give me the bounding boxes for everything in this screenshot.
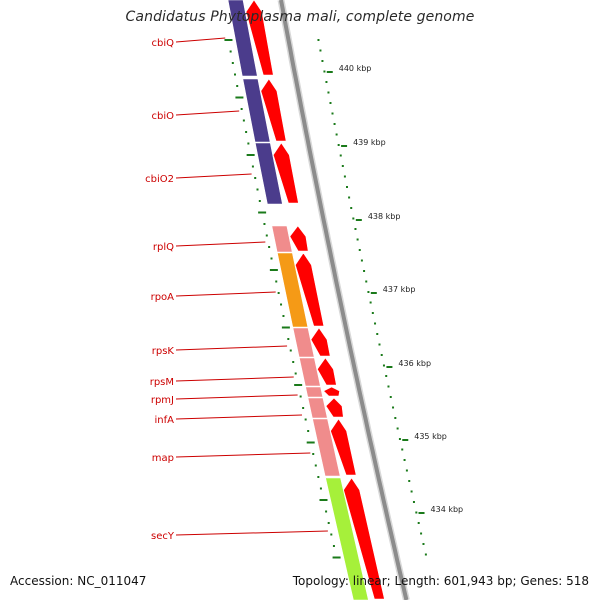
kbp-label: 434 kbp <box>431 505 464 514</box>
gene-leader-line <box>175 394 298 400</box>
kbp-label: 436 kbp <box>398 359 431 368</box>
gene-block-rpsM <box>298 357 321 387</box>
gene-block-rpmJ <box>305 386 324 398</box>
gene-labels: cbiQ cbiO cbiO2 rplQ rpoA rpsK rpsM rpmJ infA map… <box>145 37 328 542</box>
kbp-label: 437 kbp <box>383 285 416 294</box>
gene-arrow-rpsK <box>310 327 331 357</box>
gene-block-cbiQ <box>227 0 258 77</box>
gene-block-rpoA <box>276 252 309 328</box>
gene-leader-line <box>175 376 294 382</box>
gene-block-secY <box>325 477 369 600</box>
kbp-label: 440 kbp <box>339 64 372 73</box>
gene-leader-line <box>175 37 226 43</box>
gene-leader-line <box>175 414 302 420</box>
gene-block-map <box>312 418 341 477</box>
backbone-line <box>279 0 409 600</box>
gene-label-cbiO2: cbiO2 <box>145 174 174 185</box>
gene-label-map: map <box>152 453 174 464</box>
gene-label-cbiQ: cbiQ <box>152 38 175 49</box>
gene-leader-line <box>175 345 288 351</box>
gene-label-rpsM: rpsM <box>150 377 174 388</box>
gene-leader-line <box>175 452 311 458</box>
accession-text: Accession: NC_011047 <box>10 574 147 588</box>
gene-color-blocks <box>227 0 369 600</box>
genome-backbone <box>277 0 410 600</box>
gene-leader-line <box>175 291 276 297</box>
gene-leader-line <box>175 241 266 247</box>
genome-summary-text: Topology: linear; Length: 601,943 bp; Ge… <box>292 574 589 588</box>
kbp-scale-labels: 440 kbp 439 kbp 438 kbp 437 kbp 436 kbp 435 k… <box>326 64 464 514</box>
gene-block-infA <box>307 397 328 419</box>
tick-marks <box>224 39 427 559</box>
gene-label-rpmJ: rpmJ <box>151 395 174 406</box>
kbp-label: 439 kbp <box>353 138 386 147</box>
gene-arrow-rplQ <box>289 225 309 252</box>
gene-arrow-infA <box>325 397 344 418</box>
kbp-label: 435 kbp <box>414 432 447 441</box>
gene-label-cbiO: cbiO <box>152 111 175 122</box>
gene-arrow-rpsM <box>317 357 337 386</box>
gene-block-rpsK <box>292 327 315 358</box>
gene-arrow-rpmJ <box>323 386 340 397</box>
gene-arrow-rpoA <box>295 252 325 327</box>
gene-label-rpsK: rpsK <box>152 346 175 357</box>
gene-block-rplQ <box>271 225 293 253</box>
gene-label-rpoA: rpoA <box>151 292 175 303</box>
gene-block-cbiO2 <box>254 142 283 205</box>
gene-block-cbiO <box>242 78 271 143</box>
genome-title: Candidatus Phytoplasma mali, complete ge… <box>125 9 475 25</box>
gene-leader-line <box>175 110 240 116</box>
gene-arrow-cbiO <box>260 78 287 142</box>
gene-label-rplQ: rplQ <box>153 242 174 253</box>
gene-arrow-cbiO2 <box>272 142 299 204</box>
gene-arrow-secY <box>343 477 385 600</box>
gene-label-secY: secY <box>151 531 175 542</box>
gene-arrows <box>245 0 385 600</box>
kbp-label: 438 kbp <box>368 212 401 221</box>
gene-arrow-cbiQ <box>245 0 274 76</box>
gene-leader-line <box>175 173 252 179</box>
gene-arrow-map <box>330 418 357 476</box>
gene-leader-line <box>175 530 328 536</box>
gene-label-infA: infA <box>155 415 175 426</box>
